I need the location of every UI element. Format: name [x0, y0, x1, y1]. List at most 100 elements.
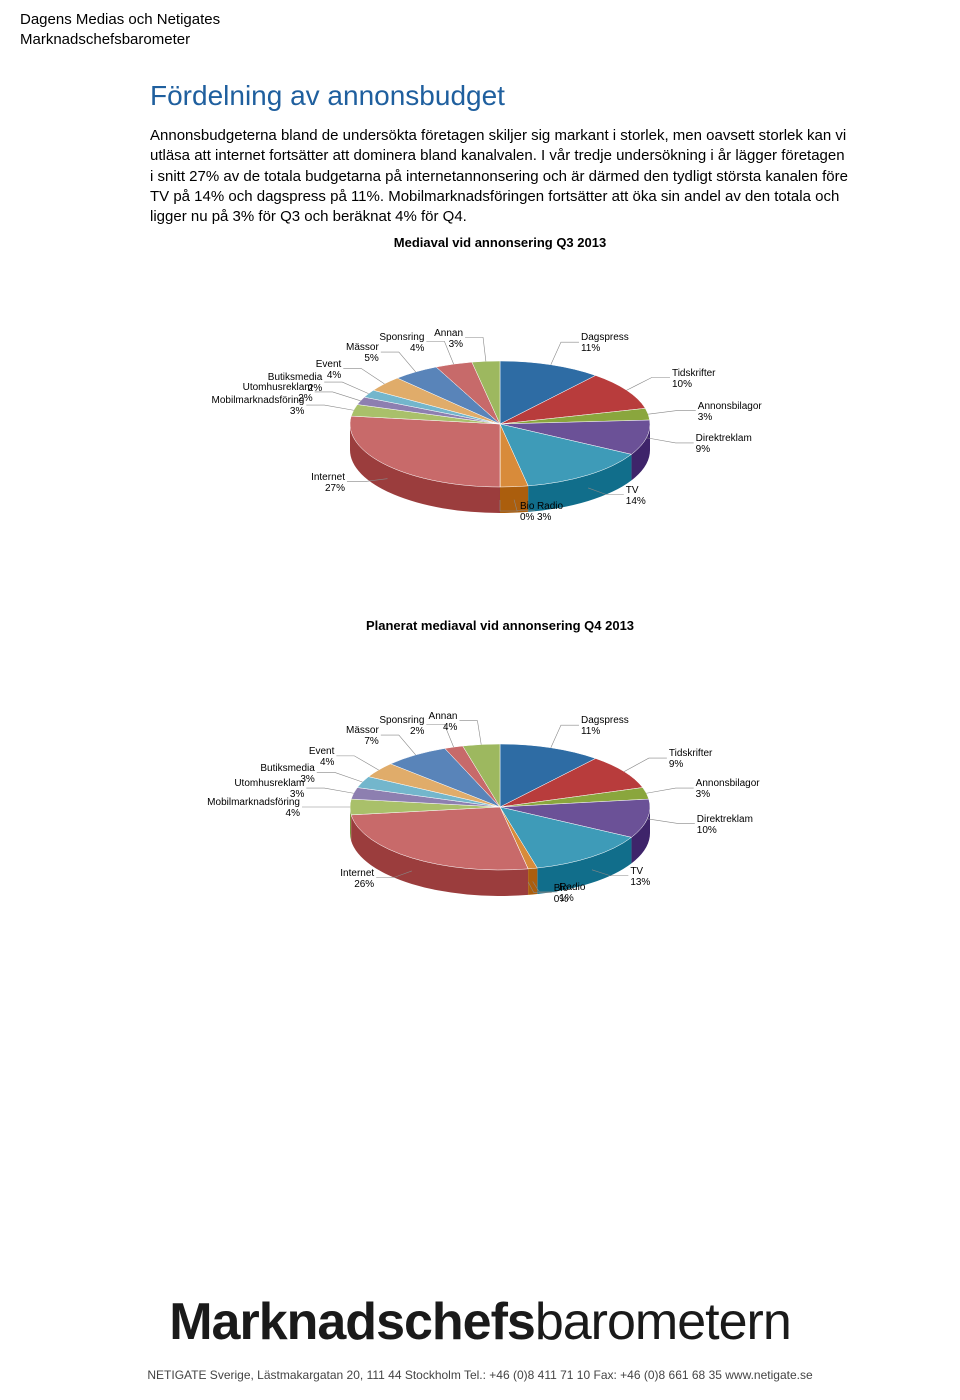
pie-label: Tidskrifter10% — [672, 368, 716, 390]
pie-leader — [646, 438, 693, 443]
pie-label-pct: 3% — [212, 406, 305, 417]
pie-label: Sponsring2% — [379, 715, 424, 737]
pie-leader — [381, 735, 416, 755]
pie-label-pct: 4% — [429, 722, 458, 733]
pie-label: Mobilmarknadsföring4% — [207, 797, 300, 819]
pie-label: Radio3% — [537, 501, 563, 523]
pie-label-name: Mässor — [346, 725, 379, 736]
pie-label: Mässor5% — [346, 342, 379, 364]
pie-label-pct: 10% — [672, 379, 716, 390]
pie-label-name: Dagspress — [581, 332, 629, 343]
pie-label-pct: 3% — [696, 789, 760, 800]
pie-label-name: Tidskrifter — [669, 748, 713, 759]
pie-label-pct: 11% — [581, 343, 629, 354]
pie-label-name: Direktreklam — [697, 814, 753, 825]
footer-contact: NETIGATE Sverige, Lästmakargatan 20, 111… — [0, 1368, 960, 1382]
page-header: Dagens Medias och Netigates Marknadschef… — [20, 10, 220, 51]
pie-label-pct: 4% — [207, 808, 300, 819]
footer-logo: Marknadschefsbarometern — [60, 1292, 900, 1352]
pie-label-name: Internet — [340, 868, 374, 879]
pie-label-pct: 3% — [434, 339, 463, 350]
pie-label: Butiksmedia3% — [260, 763, 314, 785]
pie-label: Sponsring4% — [379, 332, 424, 354]
pie-label-pct: 5% — [346, 353, 379, 364]
pie-label-pct: 0% — [554, 894, 568, 905]
pie-label-pct: 3% — [234, 789, 304, 800]
pie-leader — [551, 342, 579, 365]
pie-label-name: Direktreklam — [696, 433, 752, 444]
pie-label-pct: 27% — [311, 483, 345, 494]
pie-label: Event4% — [316, 359, 342, 381]
body-paragraph: Annonsbudgeterna bland de undersökta för… — [150, 126, 850, 227]
pie-label-name: Sponsring — [379, 332, 424, 343]
pie-label-name: Bio — [554, 883, 568, 894]
pie-leader — [459, 721, 481, 745]
page-title: Fördelning av annonsbudget — [150, 80, 850, 112]
pie-label: Internet26% — [340, 868, 374, 890]
chart1-pie: Dagspress11%Tidskrifter10%Annonsbilagor3… — [150, 254, 850, 614]
pie-label-name: Annan — [434, 328, 463, 339]
header-line-2: Marknadschefsbarometer — [20, 30, 220, 50]
pie-label-pct: 13% — [630, 877, 650, 888]
pie-label: Mässor7% — [346, 725, 379, 747]
pie-label: Annan4% — [429, 711, 458, 733]
pie-label-name: Tidskrifter — [672, 368, 716, 379]
logo-part1: Marknadschefs — [169, 1293, 535, 1351]
pie-leader — [647, 819, 694, 823]
pie-label-name: Event — [309, 746, 335, 757]
pie-label-pct: 4% — [316, 370, 342, 381]
pie-label-pct: 14% — [626, 496, 646, 507]
logo-part2: barometern — [535, 1293, 791, 1351]
main-content: Fördelning av annonsbudget Annonsbudgete… — [150, 80, 850, 997]
pie-label-pct: 9% — [669, 759, 713, 770]
pie-label-name: Internet — [311, 472, 345, 483]
pie-label-name: Annonsbilagor — [698, 401, 762, 412]
pie-label-pct: 2% — [243, 393, 313, 404]
pie-leader — [306, 405, 353, 410]
pie-label: Direktreklam10% — [697, 814, 753, 836]
pie-label-pct: 2% — [379, 726, 424, 737]
pie-label: TV14% — [626, 485, 646, 507]
pie-label-name: Bio — [520, 501, 534, 512]
pie-label-pct: 11% — [581, 726, 629, 737]
pie-label-pct: 3% — [537, 512, 563, 523]
pie-label-name: TV — [626, 485, 646, 496]
pie-label-pct: 3% — [260, 774, 314, 785]
pie-leader — [465, 338, 486, 362]
pie-leader — [627, 378, 670, 391]
pie-label-pct: 7% — [346, 736, 379, 747]
pie-label-pct: 0% — [520, 512, 534, 523]
pie-leader — [336, 756, 378, 770]
pie-label: Bio0% — [520, 501, 534, 523]
pie-label: Annonsbilagor3% — [698, 401, 762, 423]
chart2-pie: Dagspress11%Tidskrifter9%Annonsbilagor3%… — [150, 637, 850, 997]
pie-label: Bio0% — [554, 883, 568, 905]
pie-leader — [317, 773, 363, 783]
pie-label: Dagspress11% — [581, 332, 629, 354]
pie-label-name: Annan — [429, 711, 458, 722]
pie-label-name: Sponsring — [379, 715, 424, 726]
pie-label-name: Mässor — [346, 342, 379, 353]
pie-label-pct: 10% — [697, 825, 753, 836]
pie-label-name: Annonsbilagor — [696, 778, 760, 789]
pie-leader — [648, 411, 696, 415]
pie-leader — [381, 352, 416, 372]
pie-label: Event4% — [309, 746, 335, 768]
pie-label: Internet27% — [311, 472, 345, 494]
pie-leader — [306, 788, 353, 793]
pie-label-name: Dagspress — [581, 715, 629, 726]
pie-label-pct: 2% — [268, 383, 322, 394]
pie-leader — [646, 788, 693, 793]
pie-label-name: Butiksmedia — [268, 372, 322, 383]
pie-leader — [624, 758, 667, 771]
pie-label-name: TV — [630, 866, 650, 877]
pie-label-pct: 26% — [340, 879, 374, 890]
pie-label-name: Event — [316, 359, 342, 370]
header-line-1: Dagens Medias och Netigates — [20, 10, 220, 30]
pie-label: Tidskrifter9% — [669, 748, 713, 770]
pie-label-name: Radio — [537, 501, 563, 512]
pie-label-pct: 4% — [309, 757, 335, 768]
chart1-title: Mediaval vid annonsering Q3 2013 — [150, 235, 850, 250]
pie-label: Direktreklam9% — [696, 433, 752, 455]
pie-label: Butiksmedia2% — [268, 372, 322, 394]
